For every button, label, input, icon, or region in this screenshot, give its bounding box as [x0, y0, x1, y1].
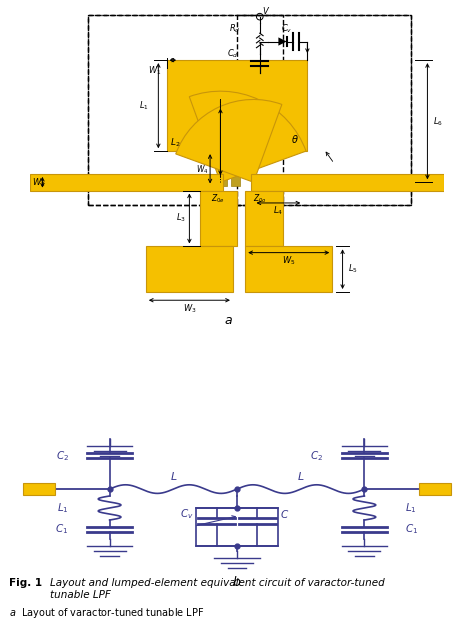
Bar: [219, 151, 228, 186]
Text: $C_d$: $C_d$: [227, 47, 239, 60]
Text: $L_1$: $L_1$: [57, 501, 69, 515]
Text: $L$: $L$: [170, 470, 177, 482]
Text: $Z_{0e}$: $Z_{0e}$: [211, 193, 225, 205]
Text: $V$: $V$: [262, 5, 270, 16]
Bar: [231, 151, 240, 186]
Text: $C$: $C$: [280, 508, 290, 520]
Text: $a$  Layout of varactor-tuned tunable LPF: $a$ Layout of varactor-tuned tunable LPF: [9, 607, 205, 621]
Text: $C_1$: $C_1$: [405, 523, 419, 537]
Text: $\theta$: $\theta$: [291, 133, 299, 145]
Text: $L_2$: $L_2$: [170, 137, 180, 149]
Text: $L_5$: $L_5$: [348, 263, 358, 276]
Text: Layout and lumped-element equivalent circuit of varactor-tuned
tunable LPF: Layout and lumped-element equivalent cir…: [50, 578, 385, 600]
Text: $C_2$: $C_2$: [310, 449, 323, 463]
Text: $C_2$: $C_2$: [55, 449, 69, 463]
Text: $W_5$: $W_5$: [282, 255, 295, 267]
Wedge shape: [189, 91, 306, 182]
Bar: [23, 483, 55, 495]
Text: $W_4$: $W_4$: [195, 164, 208, 176]
Bar: [88, 15, 411, 205]
Wedge shape: [176, 99, 282, 182]
Text: $b$: $b$: [232, 575, 242, 589]
Text: $W_1$: $W_1$: [147, 64, 161, 76]
Text: $L_4$: $L_4$: [273, 205, 283, 217]
Polygon shape: [278, 37, 287, 46]
Bar: [245, 190, 283, 246]
Bar: [252, 174, 444, 190]
Bar: [419, 483, 451, 495]
Text: $W_3$: $W_3$: [182, 302, 196, 315]
Text: $L_3$: $L_3$: [176, 211, 186, 224]
Text: $L_1$: $L_1$: [405, 501, 417, 515]
Text: $C_v$: $C_v$: [180, 507, 194, 521]
Text: $a$: $a$: [224, 315, 233, 327]
Bar: [30, 174, 222, 190]
Bar: [196, 508, 278, 546]
Bar: [167, 60, 307, 151]
Text: $L$: $L$: [297, 470, 304, 482]
Text: $L_6$: $L_6$: [433, 116, 443, 128]
Text: $W_2$: $W_2$: [32, 176, 46, 188]
Text: $Z_{0o}$: $Z_{0o}$: [253, 193, 267, 205]
Bar: [200, 190, 237, 246]
Text: $L_1$: $L_1$: [139, 99, 149, 112]
Bar: [88, 15, 283, 205]
Bar: [245, 246, 332, 292]
Bar: [237, 15, 411, 205]
Text: $C_v$: $C_v$: [281, 23, 292, 35]
Bar: [146, 246, 233, 292]
Text: Fig. 1: Fig. 1: [9, 578, 43, 588]
Text: $R_d$: $R_d$: [229, 23, 241, 35]
Text: $C_1$: $C_1$: [55, 523, 69, 537]
